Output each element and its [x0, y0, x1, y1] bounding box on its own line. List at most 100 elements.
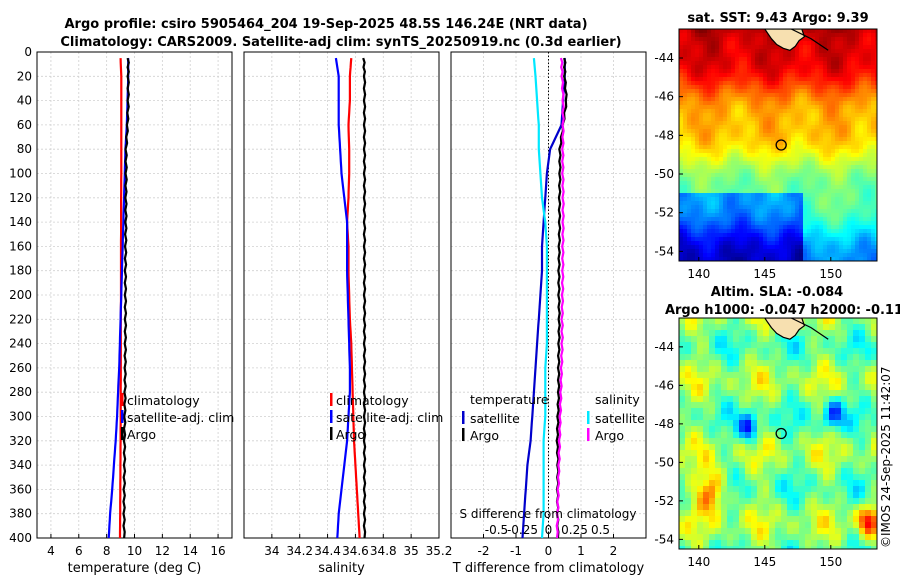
heatmap-cell	[763, 65, 767, 69]
heatmap-cell	[871, 480, 877, 486]
heatmap-cell	[865, 378, 871, 384]
map-frame	[678, 28, 878, 262]
heatmap-cell	[731, 229, 735, 233]
heatmap-cell	[817, 480, 823, 486]
heatmap-cell	[763, 456, 769, 462]
heatmap-cell	[835, 133, 839, 137]
heatmap-cell	[763, 420, 769, 426]
heatmap-cell	[823, 213, 827, 217]
heatmap-cell	[743, 209, 747, 213]
heatmap-cell	[847, 173, 851, 177]
heatmap-cell	[805, 528, 811, 534]
heatmap-cell	[747, 185, 751, 189]
heatmap-cell	[751, 522, 757, 528]
heatmap-cell	[795, 177, 799, 181]
heatmap-cell	[781, 336, 787, 342]
heatmap-cell	[735, 117, 739, 121]
heatmap-cell	[835, 181, 839, 185]
heatmap-cell	[707, 209, 711, 213]
heatmap-cell	[827, 109, 831, 113]
heatmap-cell	[697, 414, 703, 420]
heatmap-cell	[703, 462, 709, 468]
heatmap-cell	[709, 366, 715, 372]
heatmap-cell	[683, 205, 687, 209]
heatmap-cell	[811, 113, 815, 117]
heatmap-cell	[847, 217, 851, 221]
heatmap-cell	[807, 209, 811, 213]
heatmap-cell	[855, 121, 859, 125]
heatmap-cell	[775, 161, 779, 165]
heatmap-cell	[731, 77, 735, 81]
heatmap-cell	[847, 73, 851, 77]
heatmap-cell	[799, 498, 805, 504]
heatmap-cell	[743, 193, 747, 197]
heatmap-cell	[679, 161, 683, 165]
heatmap-cell	[829, 408, 835, 414]
heatmap-cell	[839, 53, 843, 57]
heatmap-cell	[859, 241, 863, 245]
heatmap-cell	[755, 29, 759, 33]
heatmap-cell	[679, 141, 683, 145]
heatmap-cell	[787, 145, 791, 149]
heatmap-cell	[699, 165, 703, 169]
x-tick-label: 4	[47, 544, 55, 558]
heatmap-cell	[815, 145, 819, 149]
heatmap-cell	[859, 253, 863, 257]
heatmap-cell	[843, 129, 847, 133]
heatmap-cell	[839, 209, 843, 213]
heatmap-cell	[767, 113, 771, 117]
heatmap-cell	[847, 53, 851, 57]
heatmap-cell	[811, 360, 817, 366]
heatmap-cell	[851, 149, 855, 153]
heatmap-cell	[811, 173, 815, 177]
heatmap-cell	[831, 193, 835, 197]
heatmap-cell	[721, 528, 727, 534]
heatmap-cell	[865, 474, 871, 480]
heatmap-cell	[723, 201, 727, 205]
heatmap-cell	[787, 101, 791, 105]
heatmap-cell	[787, 177, 791, 181]
heatmap-cell	[691, 498, 697, 504]
heatmap-cell	[823, 145, 827, 149]
heatmap-cell	[735, 61, 739, 65]
heatmap-cell	[793, 342, 799, 348]
heatmap-cell	[727, 498, 733, 504]
heatmap-cell	[783, 69, 787, 73]
heatmap-cell	[707, 229, 711, 233]
heatmap-cell	[763, 408, 769, 414]
heatmap-cell	[683, 81, 687, 85]
heatmap-cell	[843, 81, 847, 85]
heatmap-cell	[863, 181, 867, 185]
heatmap-cell	[733, 432, 739, 438]
heatmap-cell	[703, 117, 707, 121]
heatmap-cell	[859, 73, 863, 77]
heatmap-cell	[757, 462, 763, 468]
heatmap-cell	[763, 225, 767, 229]
heatmap-cell	[867, 133, 871, 137]
heatmap-cell	[721, 330, 727, 336]
heatmap-cell	[695, 57, 699, 61]
heatmap-cell	[703, 169, 707, 173]
series-line	[122, 57, 130, 539]
heatmap-cell	[695, 53, 699, 57]
heatmap-cell	[695, 89, 699, 93]
heatmap-cell	[799, 372, 805, 378]
heatmap-cell	[865, 456, 871, 462]
heatmap-cell	[827, 197, 831, 201]
heatmap-cell	[855, 229, 859, 233]
heatmap-cell	[807, 173, 811, 177]
heatmap-cell	[847, 29, 851, 33]
heatmap-cell	[695, 125, 699, 129]
heatmap-cell	[723, 193, 727, 197]
heatmap-cell	[835, 245, 839, 249]
heatmap-cell	[699, 105, 703, 109]
heatmap-cell	[781, 402, 787, 408]
heatmap-cell	[683, 41, 687, 45]
heatmap-cell	[787, 474, 793, 480]
heatmap-cell	[769, 366, 775, 372]
heatmap-cell	[691, 546, 697, 549]
heatmap-cell	[687, 41, 691, 45]
heatmap-cell	[811, 189, 815, 193]
heatmap-cell	[685, 468, 691, 474]
heatmap-cell	[835, 101, 839, 105]
